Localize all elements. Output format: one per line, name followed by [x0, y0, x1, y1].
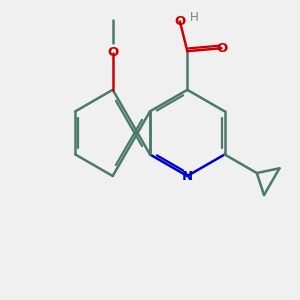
Text: O: O — [107, 46, 118, 59]
Text: O: O — [174, 15, 185, 28]
Text: N: N — [182, 169, 193, 182]
Text: H: H — [190, 11, 199, 24]
Text: O: O — [216, 42, 227, 55]
